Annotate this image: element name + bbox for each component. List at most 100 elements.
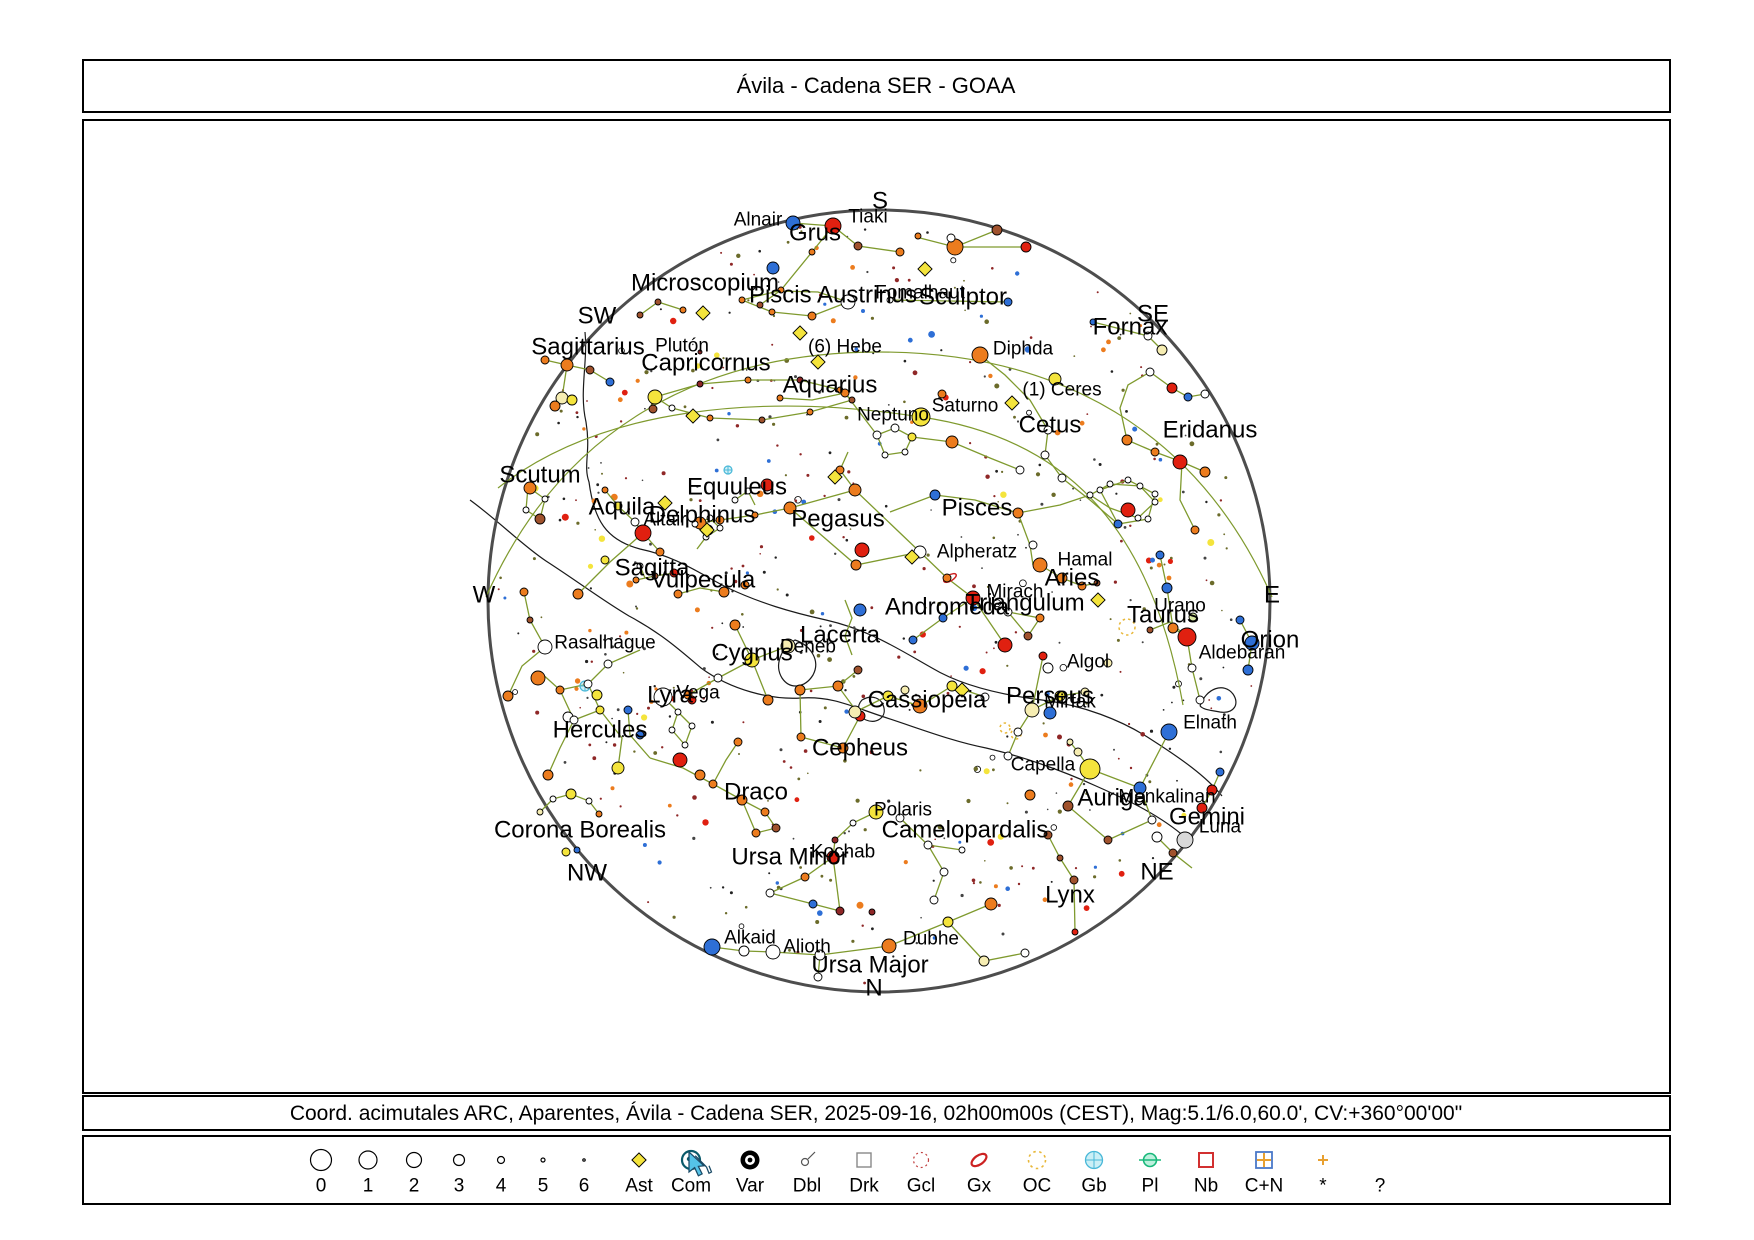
open-cluster-symbol[interactable]: [999, 722, 1011, 734]
star-dot[interactable]: [688, 722, 696, 730]
star-dot[interactable]: [831, 836, 839, 844]
star-dot[interactable]: [946, 680, 958, 692]
star-dot[interactable]: [854, 542, 870, 558]
star-dot[interactable]: [1032, 557, 1048, 573]
star-dot[interactable]: [583, 679, 593, 689]
star-dot[interactable]: [669, 568, 679, 578]
star-dot[interactable]: [824, 217, 842, 235]
star-dot[interactable]: [796, 376, 804, 384]
star-dot[interactable]: [895, 247, 905, 257]
star-dot[interactable]: [777, 286, 785, 294]
star-dot[interactable]: [1199, 466, 1211, 478]
star-dot[interactable]: [585, 365, 595, 375]
star-dot[interactable]: [1133, 781, 1147, 795]
star-dot[interactable]: [923, 840, 933, 850]
star-dot[interactable]: [1244, 635, 1260, 651]
asteroid-diamond[interactable]: [810, 354, 826, 370]
star-dot[interactable]: [760, 478, 774, 492]
asteroid-diamond[interactable]: [954, 682, 970, 698]
star-dot[interactable]: [911, 407, 931, 427]
star-dot[interactable]: [1086, 491, 1094, 499]
star-dot[interactable]: [1168, 848, 1178, 858]
star-dot[interactable]: [744, 652, 760, 668]
star-dot[interactable]: [942, 573, 952, 583]
star-dot[interactable]: [1146, 626, 1154, 634]
star-dot[interactable]: [1096, 486, 1104, 494]
star-dot[interactable]: [1166, 382, 1178, 394]
star-dot[interactable]: [808, 899, 818, 909]
star-dot[interactable]: [853, 603, 867, 617]
star-dot[interactable]: [1073, 747, 1083, 757]
asteroid-diamond[interactable]: [685, 408, 701, 424]
star-dot[interactable]: [783, 501, 797, 515]
star-dot[interactable]: [1145, 367, 1155, 377]
star-dot[interactable]: [796, 732, 806, 742]
star-dot[interactable]: [853, 665, 863, 675]
star-dot[interactable]: [1038, 651, 1048, 661]
star-dot[interactable]: [766, 261, 780, 275]
star-dot[interactable]: [526, 616, 534, 624]
star-dot[interactable]: [738, 296, 746, 304]
star-dot[interactable]: [635, 730, 645, 740]
star-dot[interactable]: [984, 897, 998, 911]
star-dot[interactable]: [713, 673, 723, 683]
star-dot[interactable]: [744, 487, 752, 495]
star-dot[interactable]: [536, 808, 544, 816]
star-dot[interactable]: [1200, 389, 1210, 399]
star-dot[interactable]: [837, 742, 849, 754]
star-dot[interactable]: [1124, 476, 1132, 484]
star-dot[interactable]: [1020, 241, 1032, 253]
star-dot[interactable]: [672, 752, 688, 768]
star-dot[interactable]: [814, 949, 826, 961]
star-dot[interactable]: [1172, 454, 1188, 470]
asteroid-diamond[interactable]: [699, 522, 715, 538]
star-dot[interactable]: [565, 788, 577, 800]
star-dot[interactable]: [1056, 854, 1064, 862]
chart-area[interactable]: [82, 119, 1671, 1094]
star-dot[interactable]: [929, 895, 939, 905]
star-dot[interactable]: [738, 945, 750, 957]
star-dot[interactable]: [740, 580, 750, 590]
star-dot[interactable]: [807, 311, 817, 321]
star-dot[interactable]: [1187, 663, 1197, 673]
star-dot[interactable]: [1134, 514, 1142, 522]
star-dot[interactable]: [1040, 450, 1050, 460]
star-dot[interactable]: [760, 807, 770, 817]
open-cluster-symbol[interactable]: [1118, 618, 1136, 636]
star-dot[interactable]: [1188, 612, 1198, 622]
star-dot[interactable]: [716, 524, 724, 532]
star-dot[interactable]: [560, 358, 574, 372]
star-dot[interactable]: [715, 515, 725, 525]
star-dot[interactable]: [636, 562, 644, 570]
star-dot[interactable]: [561, 847, 571, 857]
star-dot[interactable]: [946, 233, 956, 243]
star-dot[interactable]: [679, 306, 687, 314]
star-dot[interactable]: [776, 394, 784, 402]
star-dot[interactable]: [1151, 498, 1159, 506]
star-dot[interactable]: [881, 451, 889, 459]
star-dot[interactable]: [1057, 473, 1067, 483]
star-dot[interactable]: [540, 355, 550, 365]
star-dot[interactable]: [1106, 480, 1114, 488]
star-dot[interactable]: [636, 311, 644, 319]
star-dot[interactable]: [595, 810, 603, 818]
globular-cluster-symbol[interactable]: [723, 465, 733, 475]
star-dot[interactable]: [655, 547, 665, 557]
star-dot[interactable]: [942, 916, 954, 928]
star-dot[interactable]: [832, 680, 844, 692]
star-dot[interactable]: [1206, 784, 1218, 796]
star-dot[interactable]: [541, 495, 549, 503]
star-dot[interactable]: [1093, 579, 1101, 587]
star-dot[interactable]: [706, 514, 714, 522]
star-dot[interactable]: [534, 513, 546, 525]
star-dot[interactable]: [1143, 331, 1153, 341]
star-dot[interactable]: [958, 846, 966, 854]
star-dot[interactable]: [1160, 723, 1178, 741]
star-dot[interactable]: [800, 872, 810, 882]
asteroid-diamond[interactable]: [917, 261, 933, 277]
star-dot[interactable]: [632, 576, 640, 584]
star-dot[interactable]: [980, 692, 990, 702]
star-dot[interactable]: [537, 639, 553, 655]
star-dot[interactable]: [634, 524, 652, 542]
star-dot[interactable]: [647, 389, 663, 405]
